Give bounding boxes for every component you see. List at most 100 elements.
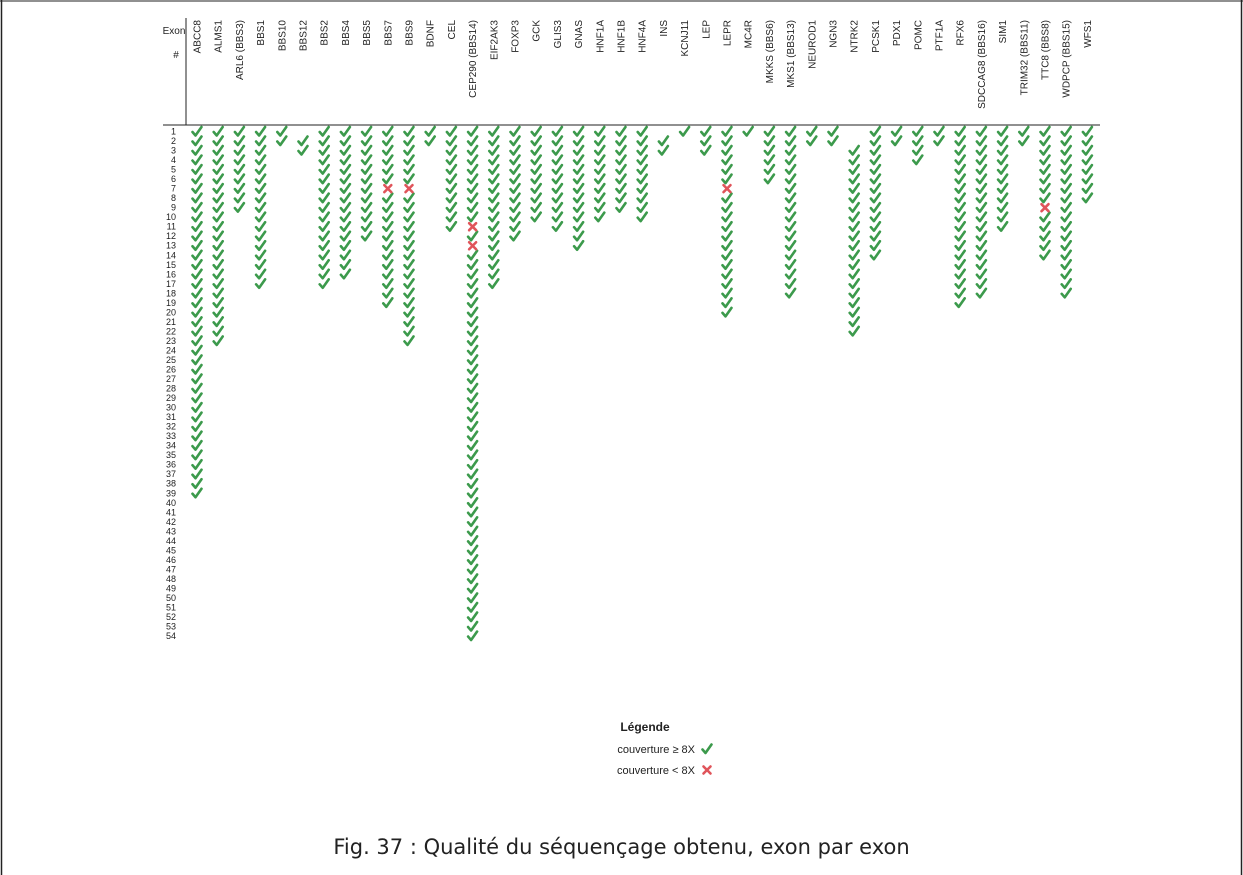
check-mark [403,144,415,156]
exon-number-label: 54 [166,631,176,641]
check-mark [233,154,246,166]
check-mark [466,573,479,585]
check-mark [488,125,500,137]
check-mark [975,220,988,232]
check-mark [233,192,246,204]
check-mark [297,135,309,147]
check-mark [890,135,903,147]
check-mark [1081,163,1094,175]
check-mark [191,458,203,470]
gene-label: CEL [447,20,458,40]
check-mark [403,268,415,280]
cross-stroke [467,240,478,251]
check-mark [551,192,564,204]
check-mark [572,220,585,232]
check-mark [1039,135,1051,147]
check-mark [551,163,564,175]
check-mark [466,325,479,337]
check-mark [466,392,479,404]
exon-number-label: 16 [166,269,176,279]
check-mark [466,535,479,547]
check-mark [509,125,521,137]
check-mark [721,173,733,185]
check-mark [466,230,479,242]
check-mark [191,344,203,356]
check-mark [212,182,224,194]
check-mark [806,135,818,147]
check-mark [488,258,500,271]
check-mark [466,601,479,613]
check-mark [339,135,352,147]
check-mark [827,125,839,137]
check-mark [594,154,606,166]
check-mark [615,192,627,204]
gene-label: GNAS [574,20,585,49]
check-mark [318,182,330,194]
check-mark [848,268,860,280]
check-mark [403,258,415,271]
check-mark [360,220,373,232]
check-mark [572,154,585,166]
check-mark [191,211,203,223]
check-mark [784,135,797,147]
check-mark [975,258,988,271]
check-mark [382,239,394,252]
check-mark [254,268,267,280]
gene-label: BBS5 [362,20,373,46]
exon-number-label: 11 [167,222,176,232]
check-mark [975,287,988,299]
check-mark [403,230,415,242]
check-mark [191,239,203,252]
cross-stroke [722,183,732,194]
check-mark [551,125,564,137]
check-mark [721,135,733,147]
check-mark [594,125,606,137]
exon-number-label: 34 [166,441,176,451]
check-mark [191,154,203,166]
check-mark [233,173,246,185]
check-mark [254,163,267,175]
check-mark [954,287,966,299]
check-mark [254,154,267,166]
exon-number-label: 42 [166,517,176,527]
check-mark [869,182,882,194]
check-mark [509,220,521,232]
exon-number-label: 38 [166,479,176,489]
check-mark [466,297,479,309]
exon-header-label: Exon [163,26,186,37]
exon-number-label: 40 [166,498,176,508]
check-mark [318,268,330,280]
check-mark [1039,163,1051,175]
check-mark [954,201,966,213]
check-mark [509,201,521,213]
cross-stroke [1040,202,1050,213]
check-mark [869,154,882,166]
check-mark [382,154,394,166]
check-mark [912,125,924,137]
cross-mark [382,183,393,194]
check-mark [615,173,627,185]
check-mark [318,258,330,271]
check-mark [1060,268,1072,280]
check-mark [191,287,203,299]
check-mark [806,125,818,137]
check-mark [848,230,860,242]
check-mark [339,249,352,261]
exon-number-label: 53 [166,622,176,632]
exon-number-label: 14 [166,250,176,260]
exon-number-label: 48 [166,574,176,584]
check-mark [191,258,203,271]
check-mark [784,278,797,290]
cross-stroke [467,221,478,232]
check-mark [212,258,224,271]
exon-number-label: 1 [171,127,176,137]
check-mark [784,287,797,299]
check-mark [1039,154,1051,166]
check-mark [233,135,246,147]
check-mark [1081,154,1094,166]
check-mark [869,230,882,242]
check-mark [721,144,733,156]
check-mark [933,125,945,137]
check-mark [1060,287,1072,299]
gene-label: RFX6 [956,20,967,46]
